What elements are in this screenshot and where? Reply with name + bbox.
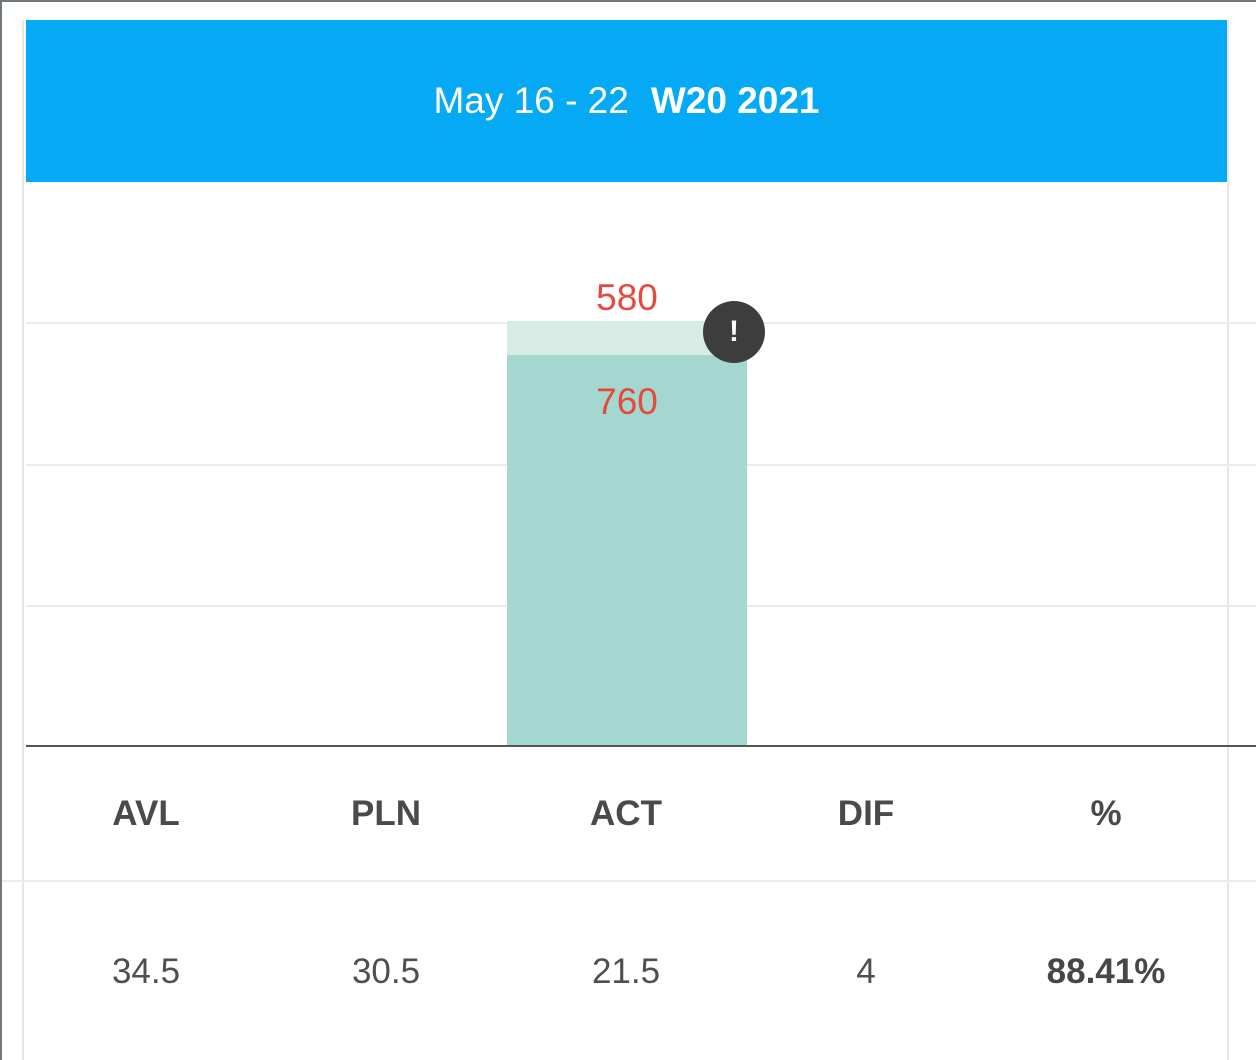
- summary-value-row: 34.5 30.5 21.5 4 88.41%: [26, 882, 1227, 1060]
- exclamation-icon[interactable]: !: [703, 301, 765, 363]
- header-act: ACT: [590, 793, 662, 833]
- value-dif: 4: [856, 952, 876, 991]
- date-range-label: May 16 - 22: [433, 80, 629, 121]
- value-avl: 34.5: [111, 952, 181, 991]
- summary-header-row: AVL PLN ACT DIF %: [26, 747, 1227, 880]
- row-divider: [2, 880, 1256, 882]
- header-dif: DIF: [837, 793, 895, 833]
- bar-value-label-inner: 760: [596, 381, 658, 422]
- bar-value-label-top: 580: [596, 277, 658, 318]
- card-border-right: [1227, 20, 1229, 1060]
- value-percent: 88.41%: [1046, 952, 1166, 991]
- chart-baseline: [26, 745, 1256, 747]
- card-border-left: [22, 20, 24, 1060]
- header-percent: %: [1090, 793, 1122, 833]
- value-pln: 30.5: [351, 952, 421, 991]
- header-pln: PLN: [351, 793, 421, 833]
- actual-bar[interactable]: [507, 355, 747, 745]
- capacity-chart: 580 760 !: [26, 182, 1256, 747]
- header-avl: AVL: [112, 793, 180, 833]
- value-act: 21.5: [591, 952, 661, 991]
- week-header[interactable]: May 16 - 22 W20 2021: [26, 20, 1227, 182]
- week-label: W20 2021: [650, 80, 820, 121]
